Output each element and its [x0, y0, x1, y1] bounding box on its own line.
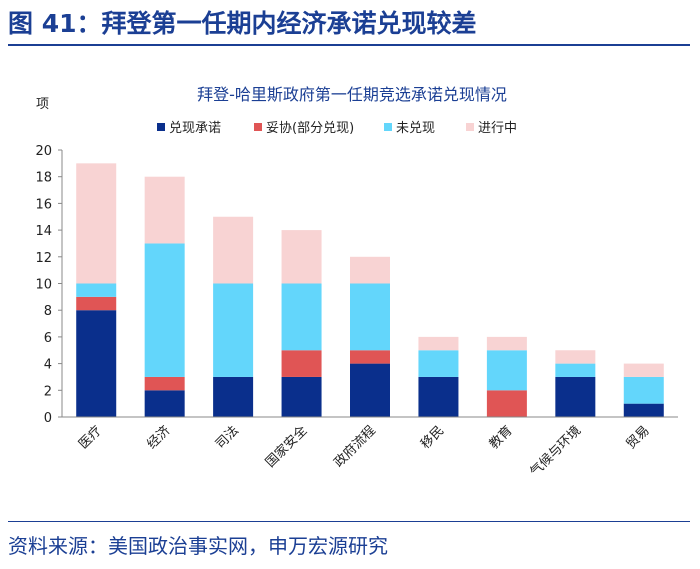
- x-tick-label: 国家安全: [262, 423, 310, 471]
- source-divider: [8, 521, 690, 522]
- x-tick-label: 移民: [418, 423, 447, 452]
- y-tick-label: 18: [35, 171, 52, 186]
- bar-segment-8-0: [623, 403, 664, 417]
- bar-segment-4-2: [350, 283, 390, 351]
- legend-swatch: [466, 123, 474, 131]
- bar-segment-6-2: [486, 350, 527, 391]
- bar-segment-4-3: [350, 256, 390, 284]
- bar-segment-0-0: [76, 310, 117, 417]
- x-tick-label: 气候与环境: [527, 423, 584, 480]
- y-tick-label: 14: [35, 224, 52, 239]
- bar-segment-1-2: [144, 243, 185, 377]
- bar-segment-0-3: [76, 163, 117, 284]
- bar-segment-6-3: [486, 336, 527, 351]
- x-tick-label: 贸易: [624, 423, 653, 452]
- chart-title: 拜登-哈里斯政府第一任期竞选承诺兑现情况: [197, 85, 507, 104]
- bar-segment-3-0: [281, 376, 322, 417]
- legend-swatch: [254, 123, 262, 131]
- x-tick-label: 教育: [486, 423, 516, 453]
- bar-segment-4-1: [350, 350, 390, 364]
- legend-label: 未兑现: [396, 121, 435, 136]
- y-tick-label: 20: [35, 144, 52, 159]
- y-tick-label: 12: [35, 251, 52, 266]
- legend-label: 兑现承诺: [169, 121, 221, 136]
- legend-label: 进行中: [478, 121, 517, 136]
- bar-segment-1-3: [144, 176, 185, 244]
- bar-segment-0-1: [76, 296, 117, 311]
- bar-segment-6-1: [486, 390, 527, 417]
- x-tick-label: 医疗: [76, 423, 105, 452]
- y-tick-label: 16: [35, 197, 52, 212]
- x-tick-label: 政府流程: [331, 423, 378, 470]
- bar-segment-7-0: [555, 376, 596, 417]
- y-tick-label: 4: [44, 358, 52, 373]
- bar-segment-4-0: [350, 363, 390, 417]
- y-tick-label: 2: [44, 384, 52, 399]
- bar-segment-2-3: [213, 216, 254, 284]
- legend-label: 妥协(部分兑现): [266, 121, 354, 136]
- x-axis: 医疗 经济 司法 国家安全 政府流程 移民 教育 气候与环境 贸易: [62, 416, 678, 480]
- legend: 兑现承诺 妥协(部分兑现) 未兑现 进行中: [157, 121, 517, 136]
- x-tick-label: 司法: [213, 423, 242, 452]
- title-divider: [8, 44, 690, 46]
- y-axis: 0 2 4 6 8 10 12 14 16 18 20: [35, 144, 63, 426]
- y-tick-label: 8: [44, 304, 52, 319]
- bar-segment-5-2: [418, 350, 459, 377]
- bar-segment-5-0: [418, 376, 459, 417]
- bar-segment-8-2: [623, 376, 664, 404]
- y-tick-label: 0: [44, 411, 52, 426]
- bar-segment-5-3: [418, 336, 459, 351]
- y-axis-label: 项: [36, 97, 49, 112]
- bar-segment-2-0: [213, 376, 254, 417]
- bar-segment-0-2: [76, 283, 117, 297]
- bar-segment-1-0: [144, 390, 185, 417]
- figure-title: 图 41：拜登第一任期内经济承诺兑现较差: [8, 9, 477, 38]
- bar-segment-7-3: [555, 350, 596, 364]
- bar-segment-3-3: [281, 230, 322, 284]
- bar-segment-3-2: [281, 283, 322, 351]
- bars: [76, 163, 664, 417]
- y-tick-label: 10: [35, 278, 52, 293]
- legend-swatch: [384, 123, 392, 131]
- x-tick-label: 经济: [144, 423, 173, 452]
- bar-segment-7-2: [555, 363, 596, 377]
- bar-segment-2-2: [213, 283, 254, 377]
- bar-segment-8-3: [623, 363, 664, 377]
- legend-swatch: [157, 123, 165, 131]
- bar-segment-1-1: [144, 376, 185, 391]
- bar-segment-3-1: [281, 350, 322, 377]
- source-note: 资料来源：美国政治事实网，申万宏源研究: [8, 534, 388, 558]
- y-tick-label: 6: [44, 331, 52, 346]
